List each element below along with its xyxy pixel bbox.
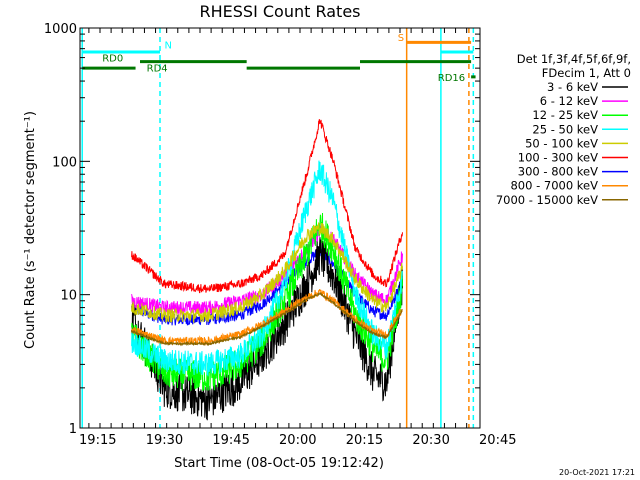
flag-annotation: RD0 bbox=[102, 54, 123, 65]
legend-entry-label: 25 - 50 keV bbox=[532, 122, 598, 136]
y-tick-label: 1000 bbox=[44, 22, 77, 37]
legend-entry-label: 100 - 300 keV bbox=[518, 151, 598, 165]
y-tick-label: 10 bbox=[60, 289, 77, 304]
x-tick-label: 20:30 bbox=[412, 433, 449, 448]
plot-frame bbox=[79, 27, 481, 429]
x-tick-label: 19:45 bbox=[212, 433, 249, 448]
x-tick-label: 20:15 bbox=[346, 433, 383, 448]
x-axis-label: Start Time (08-Oct-05 19:12:42) bbox=[174, 456, 384, 471]
legend-entry-label: 3 - 6 keV bbox=[547, 80, 598, 94]
x-tick-label: 20:00 bbox=[279, 433, 316, 448]
series-line bbox=[131, 221, 403, 324]
legend-entry-label: 50 - 100 keV bbox=[525, 136, 598, 150]
legend-header-line-1: Det 1f,3f,4f,5f,6f,9f, bbox=[517, 52, 631, 66]
x-tick-label: 19:30 bbox=[146, 433, 183, 448]
y-tick-label: 100 bbox=[52, 155, 77, 170]
timestamp: 20-Oct-2021 17:21 bbox=[559, 468, 635, 477]
legend-header-line-2: FDecim 1, Att 0 bbox=[542, 66, 631, 80]
x-tick-label: 20:45 bbox=[479, 433, 516, 448]
flag-annotation: S bbox=[398, 33, 404, 44]
series-line bbox=[131, 119, 403, 294]
y-axis-label: Count Rate (s⁻¹ detector segment⁻¹) bbox=[23, 111, 38, 349]
x-tick-label: 19:15 bbox=[79, 433, 116, 448]
legend-entry-label: 800 - 7000 keV bbox=[510, 179, 598, 193]
legend-entry-label: 6 - 12 keV bbox=[540, 94, 598, 108]
flag-annotation: RD16 bbox=[438, 73, 465, 84]
series-line bbox=[131, 160, 403, 377]
legend-entry-label: 300 - 800 keV bbox=[518, 165, 598, 179]
legend-entry-label: 12 - 25 keV bbox=[532, 108, 598, 122]
flag-annotation: RD4 bbox=[147, 64, 168, 75]
series-line bbox=[131, 291, 403, 347]
chart-title: RHESSI Count Rates bbox=[200, 2, 361, 21]
legend-entry-label: 7000 - 15000 keV bbox=[496, 193, 598, 207]
flag-annotation: N bbox=[164, 41, 171, 52]
y-tick-label: 1 bbox=[69, 422, 77, 437]
